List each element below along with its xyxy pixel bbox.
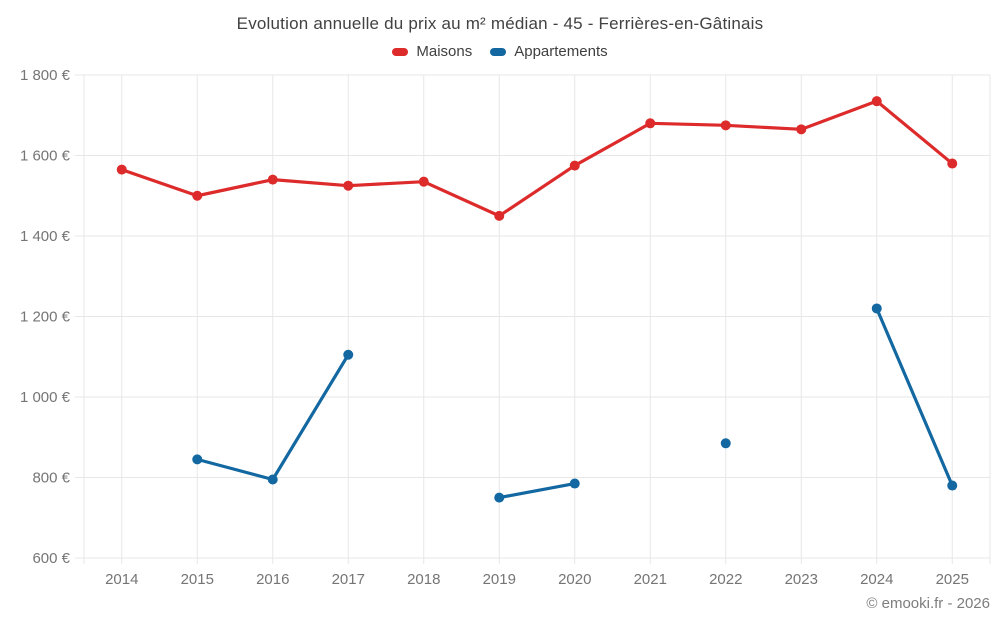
x-axis-tick-label: 2017 [332,571,365,588]
maisons-series-swatch [392,47,409,56]
series-appartements [192,303,958,503]
data-point-appartements-2025[interactable] [947,480,958,491]
data-point-maisons-2025[interactable] [947,158,958,169]
x-axis-tick-label: 2016 [256,571,289,588]
x-axis-tick-label: 2020 [558,571,591,588]
data-point-appartements-2016[interactable] [267,474,278,485]
copyright-footer: © emooki.fr - 2026 [866,595,990,612]
data-point-appartements-2017[interactable] [343,349,354,360]
y-axis-tick-label: 800 € [32,470,70,487]
legend-label-maisons: Maisons [416,43,473,60]
data-point-appartements-2019[interactable] [494,492,505,503]
series-maisons [116,96,958,221]
y-axis-tick-label: 1 600 € [20,148,71,165]
data-point-maisons-2020[interactable] [569,160,580,171]
x-axis-tick-label: 2025 [936,571,969,588]
data-point-maisons-2023[interactable] [796,124,807,135]
x-axis-tick-label: 2022 [709,571,742,588]
data-point-maisons-2022[interactable] [720,120,731,131]
data-point-maisons-2014[interactable] [116,164,127,175]
legend-item-appartements[interactable]: Appartements [490,43,608,60]
x-axis-tick-label: 2018 [407,571,440,588]
x-axis-tick-label: 2019 [483,571,516,588]
legend-item-maisons[interactable]: Maisons [392,43,472,60]
data-point-appartements-2024[interactable] [871,303,882,314]
y-axis-tick-label: 1 000 € [20,389,71,406]
chart-gridlines [75,74,991,564]
appartements-series-swatch [490,47,507,56]
data-point-appartements-2015[interactable] [192,454,203,465]
data-point-maisons-2018[interactable] [418,176,429,187]
data-point-maisons-2016[interactable] [267,174,278,185]
data-point-appartements-2020[interactable] [569,478,580,489]
series-line-appartements [875,306,954,488]
chart-legend: Maisons Appartements [0,43,1000,60]
data-point-maisons-2015[interactable] [192,190,203,201]
y-axis-tick-label: 600 € [32,550,70,567]
chart-header: Evolution annuelle du prix au m² médian … [0,14,1000,60]
y-axis-tick-label: 1 400 € [20,228,71,245]
data-point-maisons-2017[interactable] [343,180,354,191]
chart-title: Evolution annuelle du prix au m² médian … [236,14,764,33]
x-axis-tick-label: 2015 [181,571,214,588]
data-point-maisons-2019[interactable] [494,210,505,221]
series-line-maisons [120,99,954,218]
data-point-appartements-2022[interactable] [720,438,731,449]
x-axis-tick-label: 2021 [634,571,667,588]
data-point-maisons-2021[interactable] [645,118,656,129]
y-axis-tick-label: 1 200 € [20,309,71,326]
series-line-appartements [497,481,577,500]
x-axis-tick-label: 2023 [785,571,818,588]
x-axis-tick-label: 2024 [860,571,893,588]
y-axis-tick-label: 1 800 € [20,67,71,84]
data-point-maisons-2024[interactable] [871,96,882,107]
x-axis-tick-label: 2014 [105,571,138,588]
legend-label-appartements: Appartements [514,43,608,60]
